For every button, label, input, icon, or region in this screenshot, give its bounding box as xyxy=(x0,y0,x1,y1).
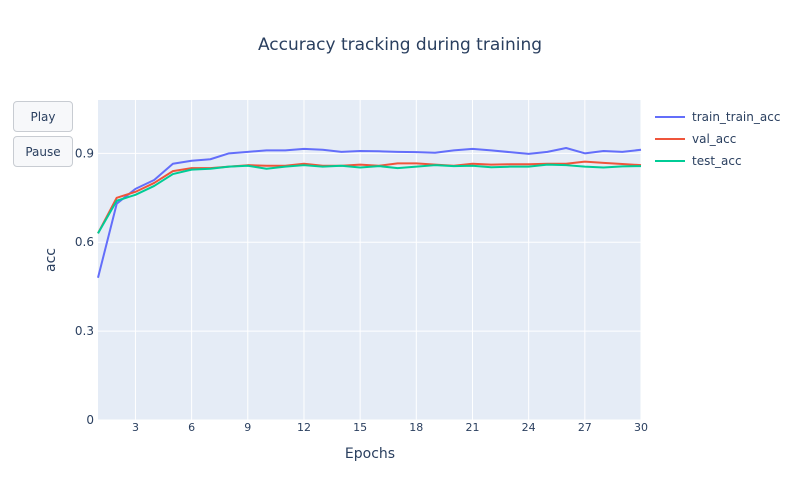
legend-label: test_acc xyxy=(692,154,742,168)
chart-title: Accuracy tracking during training xyxy=(258,35,542,55)
x-tick-label: 6 xyxy=(188,421,195,434)
x-axis-label: Epochs xyxy=(345,446,395,462)
series-line-train_train_acc xyxy=(97,147,642,279)
series-line-test_acc xyxy=(97,163,642,234)
legend-label: train_train_acc xyxy=(692,110,781,124)
x-tick-label: 21 xyxy=(465,421,479,434)
x-tick-label: 9 xyxy=(244,421,251,434)
x-tick-labels: 3 6 9 12 15 18 21 24 27 30 xyxy=(132,421,648,434)
plot-area xyxy=(98,100,641,420)
legend-item-train_train_acc[interactable]: train_train_acc xyxy=(655,106,780,128)
legend-label: val_acc xyxy=(692,132,737,146)
y-tick-label: 0.3 xyxy=(75,324,94,338)
y-axis-label: acc xyxy=(43,248,59,272)
y-tick-labels: 0 0.3 0.6 0.9 xyxy=(75,146,94,427)
legend-swatch xyxy=(655,160,685,162)
grid-lines xyxy=(98,100,642,421)
x-tick-label: 24 xyxy=(522,421,536,434)
x-tick-label: 15 xyxy=(353,421,367,434)
legend: train_train_acc val_acc test_acc xyxy=(655,106,780,172)
x-tick-label: 27 xyxy=(578,421,592,434)
legend-item-test_acc[interactable]: test_acc xyxy=(655,150,780,172)
y-tick-label: 0.9 xyxy=(75,146,94,160)
play-button[interactable]: Play xyxy=(13,101,73,132)
legend-swatch xyxy=(655,116,685,118)
pause-button[interactable]: Pause xyxy=(13,136,73,167)
y-tick-label: 0.6 xyxy=(75,235,94,249)
legend-swatch xyxy=(655,138,685,140)
x-tick-label: 12 xyxy=(297,421,311,434)
y-tick-label: 0 xyxy=(86,413,94,427)
x-tick-label: 18 xyxy=(409,421,423,434)
series-lines xyxy=(97,147,642,279)
legend-item-val_acc[interactable]: val_acc xyxy=(655,128,780,150)
x-tick-label: 30 xyxy=(634,421,648,434)
x-tick-label: 3 xyxy=(132,421,139,434)
